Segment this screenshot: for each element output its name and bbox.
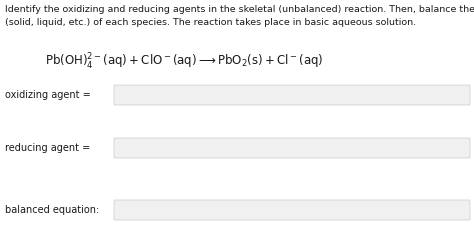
Text: reducing agent =: reducing agent = <box>5 143 90 153</box>
Text: balanced equation:: balanced equation: <box>5 205 99 215</box>
Text: (solid, liquid, etc.) of each species. The reaction takes place in basic aqueous: (solid, liquid, etc.) of each species. T… <box>5 18 416 27</box>
FancyBboxPatch shape <box>114 85 470 105</box>
FancyBboxPatch shape <box>114 138 470 158</box>
Text: $\mathrm{Pb(OH)_4^{2-}(aq) + ClO^-(aq) \longrightarrow PbO_2(s) + Cl^-(aq)}$: $\mathrm{Pb(OH)_4^{2-}(aq) + ClO^-(aq) \… <box>45 52 323 72</box>
FancyBboxPatch shape <box>114 200 470 220</box>
Text: Identify the oxidizing and reducing agents in the skeletal (unbalanced) reaction: Identify the oxidizing and reducing agen… <box>5 5 474 14</box>
Text: oxidizing agent =: oxidizing agent = <box>5 90 91 100</box>
